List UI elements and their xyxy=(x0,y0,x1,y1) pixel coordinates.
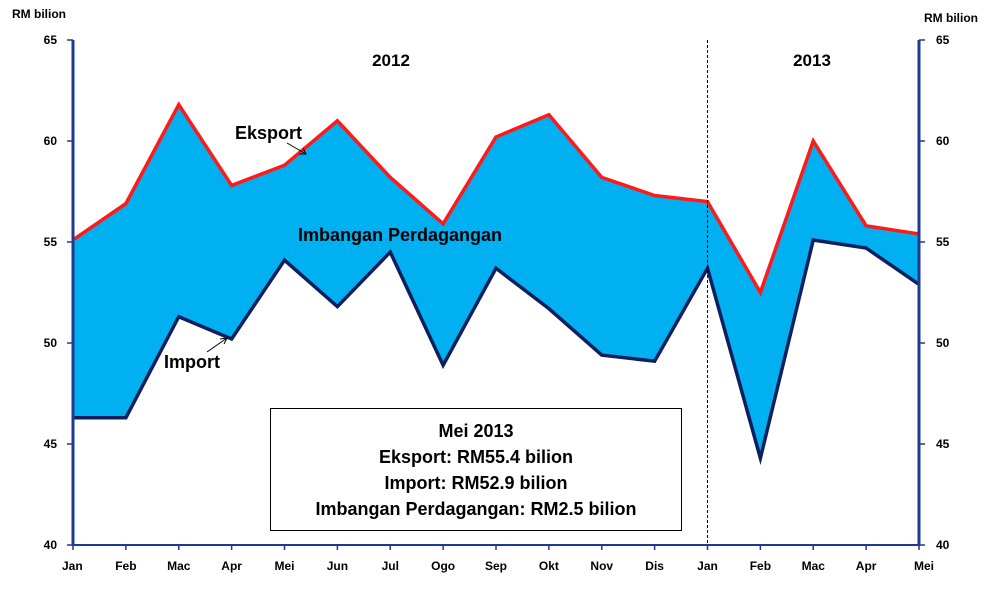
eksport-point xyxy=(283,163,286,167)
summary-balance: Imbangan Perdagangan: RM2.5 bilion xyxy=(315,498,637,519)
y-tick-label-right: 55 xyxy=(936,235,950,249)
x-tick-label: Apr xyxy=(856,559,877,573)
x-tick-label: Mei xyxy=(914,559,934,573)
y-tick-label-right: 50 xyxy=(936,336,950,350)
x-tick-label: Jan xyxy=(62,559,83,573)
x-tick-label: Sep xyxy=(485,559,507,573)
balance-annotation: Imbangan Perdagangan xyxy=(298,225,502,245)
import-point xyxy=(230,337,234,341)
y-tick-label-right: 60 xyxy=(936,134,950,148)
import-point xyxy=(864,246,868,250)
import-point xyxy=(177,315,181,319)
import-point xyxy=(653,359,657,363)
import-point xyxy=(124,416,128,420)
y-ticks-right: 40 45 50 55 60 65 xyxy=(919,33,950,552)
eksport-point xyxy=(758,291,762,294)
y-tick-label-right: 65 xyxy=(936,33,950,47)
eksport-point xyxy=(600,175,604,179)
import-point xyxy=(335,305,339,309)
balance-fill xyxy=(73,104,919,459)
eksport-point xyxy=(864,224,868,228)
x-tick-label: Nov xyxy=(590,559,613,573)
import-point xyxy=(388,250,392,254)
y-ticks-left: 40 45 50 55 60 65 xyxy=(44,33,73,552)
series-lines xyxy=(71,101,921,466)
import-point xyxy=(441,363,445,367)
x-tick-label: Mac xyxy=(167,559,191,573)
import-arrow xyxy=(206,337,228,353)
import-point xyxy=(283,258,286,262)
summary-import: Import: RM52.9 bilion xyxy=(384,472,568,493)
eksport-point xyxy=(124,202,128,206)
x-tick-label: Mac xyxy=(802,559,826,573)
y-tick-label-left: 40 xyxy=(44,538,58,552)
eksport-arrow xyxy=(286,142,307,155)
import-point xyxy=(600,353,604,357)
trade-balance-area xyxy=(73,104,919,459)
import-point xyxy=(547,307,551,311)
x-ticks: Jan Feb Mac Apr Mei Jun Jul Ogo Sep Okt Nov Dis Jan F… xyxy=(62,545,934,573)
eksport-point xyxy=(441,222,445,226)
eksport-point xyxy=(177,103,181,107)
eksport-point xyxy=(388,175,392,179)
import-point xyxy=(706,266,709,270)
y-tick-label-left: 45 xyxy=(44,437,58,451)
x-tick-label: Jun xyxy=(327,559,348,573)
import-point xyxy=(494,266,498,270)
year-label-2013: 2013 xyxy=(793,51,831,70)
y-tick-label-left: 50 xyxy=(44,336,58,350)
y-axis-label-right: RM bilion xyxy=(924,11,978,25)
import-point xyxy=(811,238,815,242)
y-tick-label-right: 45 xyxy=(936,437,950,451)
y-axis-label-left: RM bilion xyxy=(12,7,66,21)
x-tick-label: Jan xyxy=(697,559,718,573)
summary-eksport: Eksport: RM55.4 bilion xyxy=(378,446,574,467)
x-tick-label: Mei xyxy=(274,559,294,573)
eksport-point xyxy=(811,139,815,143)
y-tick-label-right: 40 xyxy=(936,538,950,552)
import-annotation: Import xyxy=(164,352,220,372)
x-tick-label: Feb xyxy=(750,559,771,573)
eksport-point xyxy=(335,119,339,123)
x-tick-label: Feb xyxy=(115,559,136,573)
x-tick-label: Okt xyxy=(539,559,559,573)
summary-box: Mei 2013 Eksport: RM55.4 bilion Import: … xyxy=(270,408,682,531)
year-label-2012: 2012 xyxy=(372,51,410,70)
summary-title: Mei 2013 xyxy=(438,420,514,441)
import-point xyxy=(758,456,762,460)
x-tick-label: Dis xyxy=(645,559,664,573)
eksport-arrowhead xyxy=(299,147,307,155)
eksport-point xyxy=(653,194,657,198)
x-tick-label: Ogo xyxy=(431,559,455,573)
import-arrowhead xyxy=(219,337,228,345)
eksport-point xyxy=(547,113,551,117)
x-tick-label: Jul xyxy=(382,559,399,573)
eksport-annotation: Eksport xyxy=(235,123,302,143)
eksport-point xyxy=(494,135,498,139)
eksport-point xyxy=(230,183,234,187)
y-tick-label-left: 60 xyxy=(44,134,58,148)
y-tick-label-left: 65 xyxy=(44,33,58,47)
x-tick-label: Apr xyxy=(221,559,242,573)
y-tick-label-left: 55 xyxy=(44,235,58,249)
